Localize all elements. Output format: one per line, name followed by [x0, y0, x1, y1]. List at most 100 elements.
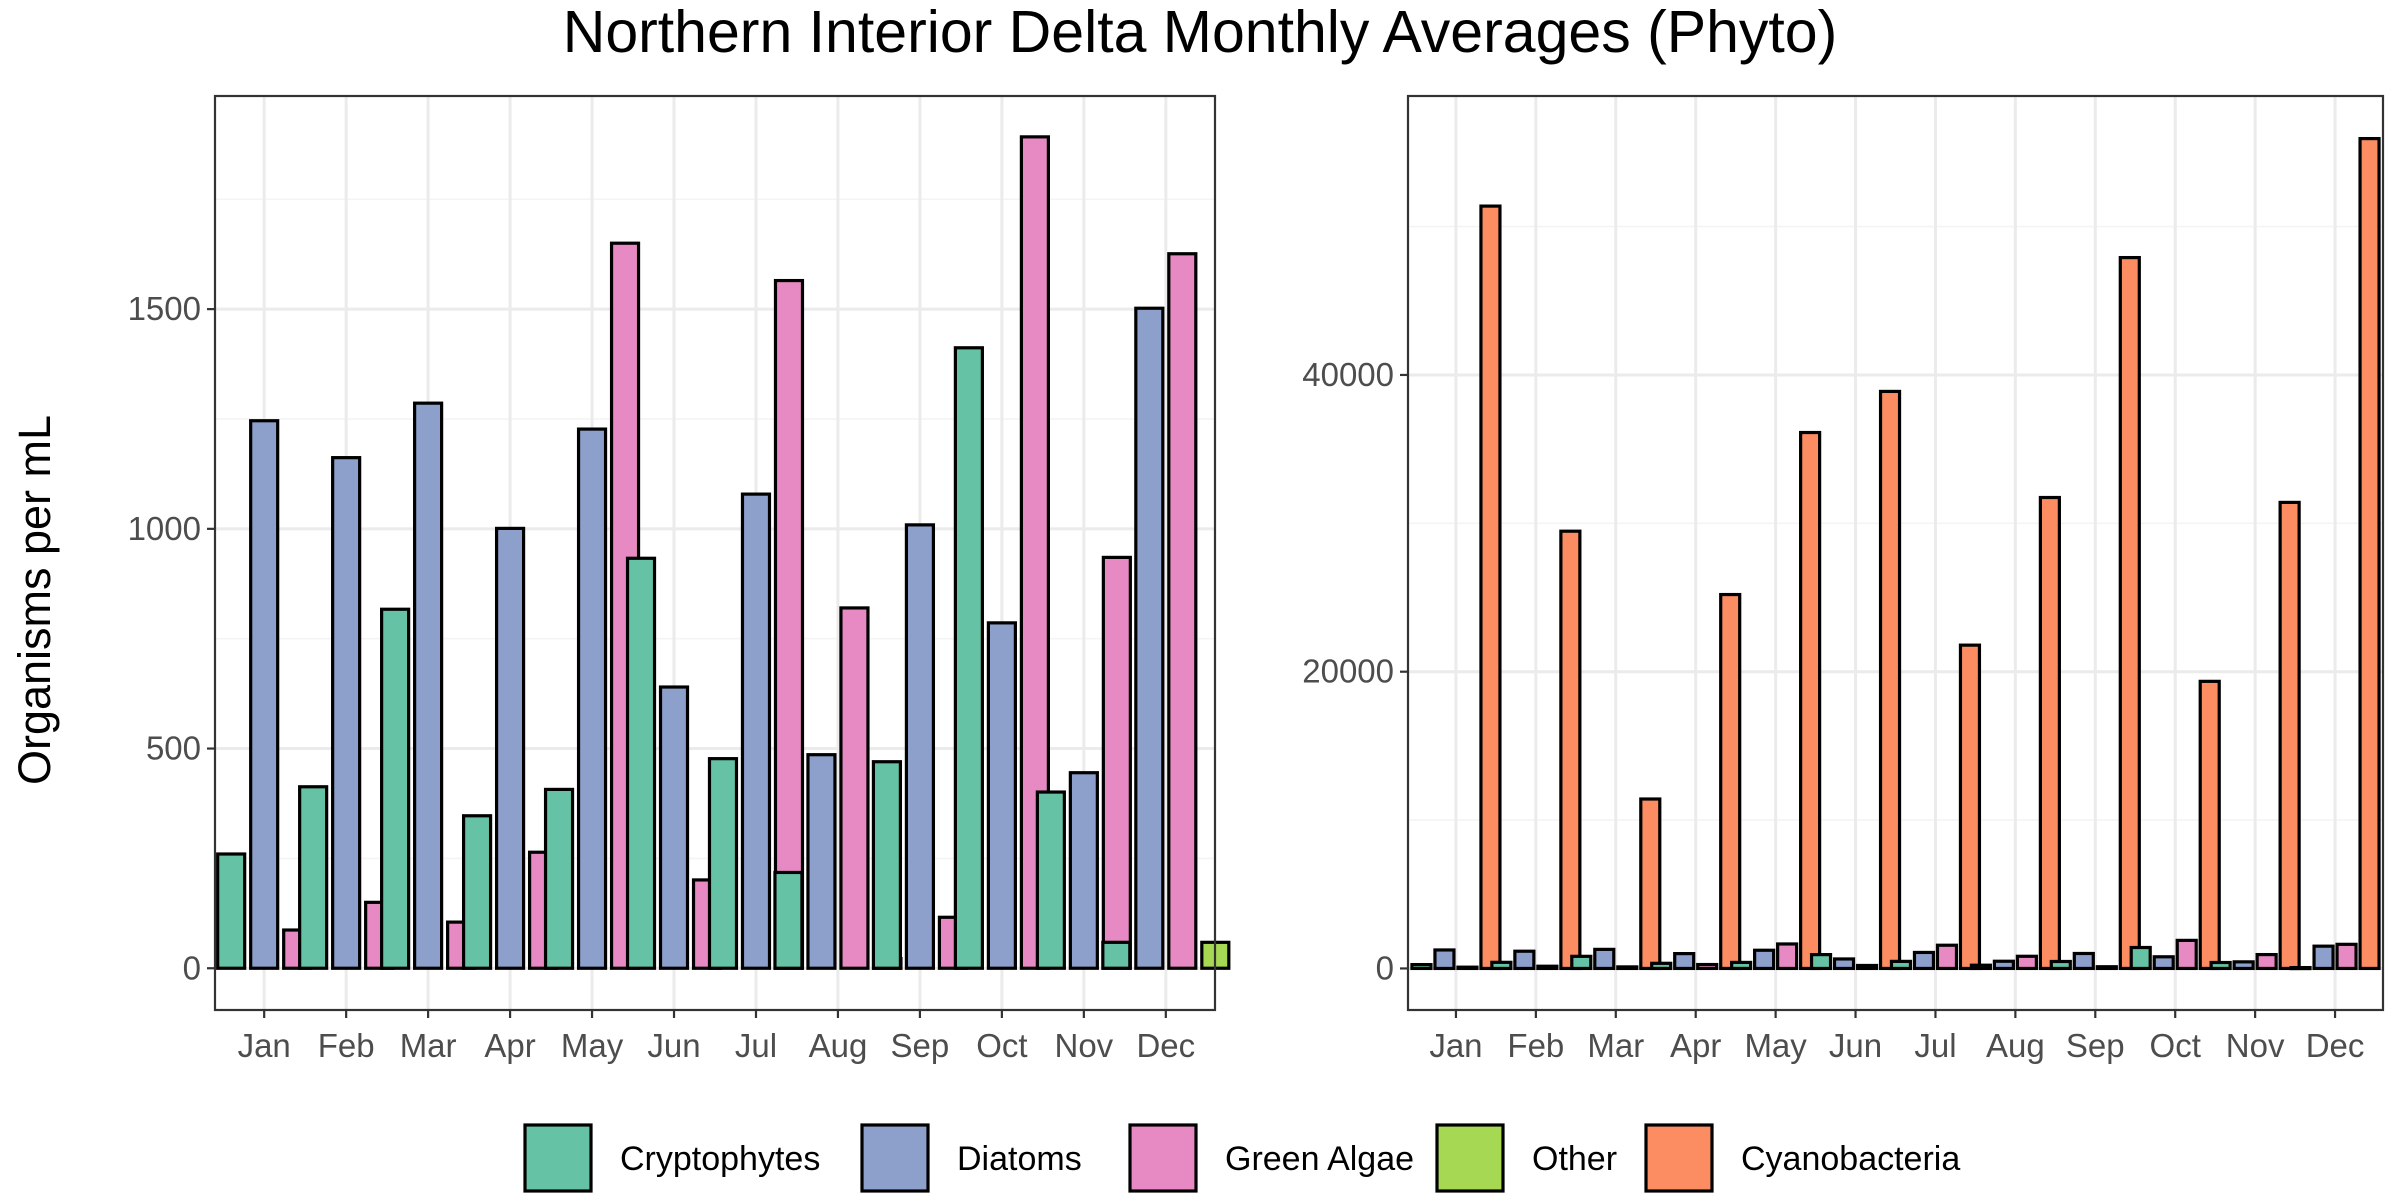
left-x-tick-label-mar: Mar — [400, 1027, 457, 1064]
right-x-tick-label-sep: Sep — [2066, 1027, 2125, 1064]
right-bar-nov-cryptophytes — [2209, 960, 2232, 971]
left-bar-jun-diatoms — [658, 685, 690, 970]
right-bar-mar-cyanobacteria — [1639, 797, 1662, 971]
left-bar-mar-cryptophytes — [380, 607, 411, 970]
left-y-tick-label: 500 — [146, 730, 201, 767]
right-bar-nov-green-algae — [2255, 952, 2278, 971]
right-bar-jun-green-algae — [1855, 963, 1879, 971]
right-x-tick-label-apr: Apr — [1670, 1027, 1721, 1064]
right-bar-jan-cryptophytes — [1410, 962, 1433, 971]
y-axis-label: Organisms per mL — [9, 415, 60, 785]
right-bar-jul-diatoms — [1912, 950, 1936, 971]
left-bar-aug-green-algae — [839, 606, 870, 970]
left-bar-oct-diatoms — [986, 621, 1017, 970]
left-bar-may-diatoms — [576, 427, 608, 970]
left-bar-nov-cryptophytes — [1035, 790, 1066, 970]
right-x-tick-label-nov: Nov — [2226, 1027, 2285, 1064]
left-x-tick-label-apr: Apr — [484, 1027, 535, 1064]
left-x-tick-label-may: May — [561, 1027, 624, 1064]
right-bar-may-cryptophytes — [1730, 960, 1753, 971]
left-y-tick-label: 1000 — [128, 510, 201, 547]
right-bar-aug-cryptophytes — [1969, 963, 1992, 971]
right-bar-nov-diatoms — [2232, 960, 2255, 971]
right-panel-border — [1406, 94, 2385, 1012]
left-bar-may-cryptophytes — [543, 787, 575, 970]
left-bar-jan-diatoms — [249, 419, 280, 970]
left-bar-dec-green-algae — [1167, 252, 1198, 970]
left-bar-mar-diatoms — [413, 401, 444, 970]
legend: Cryptophytes Diatoms Green Algae Other Cyano… — [523, 1123, 1960, 1193]
legend-key-other — [1435, 1123, 1505, 1193]
left-panel-border — [213, 94, 1217, 1012]
legend-label-other: Other — [1532, 1140, 1617, 1178]
left-bar-feb-diatoms — [331, 456, 362, 970]
right-bar-oct-cyanobacteria — [2198, 679, 2221, 971]
left-bar-oct-cryptophytes — [953, 346, 984, 970]
right-bar-sep-cyanobacteria — [2118, 255, 2141, 971]
right-bar-may-green-algae — [1776, 942, 1799, 971]
right-bar-aug-green-algae — [2015, 954, 2038, 971]
left-x-tick-label-dec: Dec — [1136, 1027, 1195, 1064]
left-x-tick-label-nov: Nov — [1055, 1027, 1114, 1064]
right-bar-mar-diatoms — [1593, 947, 1616, 971]
left-bar-dec-cryptophytes — [1101, 940, 1132, 970]
right-bar-apr-diatoms — [1673, 952, 1696, 971]
right-x-tick-label-oct: Oct — [2150, 1027, 2201, 1064]
right-bar-aug-diatoms — [1992, 959, 2015, 971]
left-x-tick-label-jul: Jul — [735, 1027, 777, 1064]
right-x-tick-label-aug: Aug — [1986, 1027, 2045, 1064]
legend-label-cryptophytes: Cryptophytes — [620, 1140, 820, 1178]
right-bar-sep-cryptophytes — [2049, 959, 2072, 971]
left-bar-jul-diatoms — [740, 492, 772, 970]
left-bar-apr-cryptophytes — [461, 814, 493, 970]
left-bar-jan-cryptophytes — [216, 852, 247, 970]
right-bar-jun-cyanobacteria — [1878, 389, 1902, 971]
left-bar-nov-green-algae — [1101, 555, 1132, 970]
left-bar-aug-cryptophytes — [773, 870, 804, 970]
left-x-tick-label-oct: Oct — [976, 1027, 1027, 1064]
right-bar-apr-cyanobacteria — [1719, 592, 1742, 971]
right-bar-may-cyanobacteria — [1799, 430, 1822, 971]
right-y-tick-label: 20000 — [1302, 653, 1394, 690]
right-bar-feb-cyanobacteria — [1559, 529, 1582, 971]
right-bar-dec-green-algae — [2335, 942, 2358, 971]
right-bar-dec-cyanobacteria — [2358, 136, 2381, 971]
right-y-tick-label: 40000 — [1302, 356, 1394, 393]
left-bar-nov-diatoms — [1068, 771, 1099, 970]
left-bar-apr-diatoms — [494, 526, 526, 970]
right-bar-mar-cryptophytes — [1570, 954, 1593, 971]
left-bar-jun-cryptophytes — [625, 556, 657, 970]
left-x-tick-label-feb: Feb — [318, 1027, 375, 1064]
right-bar-sep-green-algae — [2095, 965, 2118, 971]
left-panel: 0 500 1000 1500 Jan Feb Mar Apr May Jun Jul Aug Sep O… — [128, 94, 1231, 1064]
legend-label-green-algae: Green Algae — [1225, 1140, 1414, 1178]
right-bar-jul-cryptophytes — [1889, 959, 1913, 971]
right-bar-feb-green-algae — [1536, 964, 1559, 971]
left-x-tick-label-jun: Jun — [647, 1027, 700, 1064]
legend-key-cryptophytes — [523, 1123, 593, 1193]
right-y-tick-label: 0 — [1376, 949, 1394, 986]
left-bar-jul-cryptophytes — [707, 757, 739, 970]
right-bar-aug-cyanobacteria — [2038, 495, 2061, 971]
left-x-tick-label-sep: Sep — [891, 1027, 950, 1064]
right-bar-may-diatoms — [1753, 948, 1776, 971]
right-bar-sep-diatoms — [2072, 951, 2095, 971]
right-bar-jun-cryptophytes — [1809, 953, 1833, 971]
right-bar-oct-green-algae — [2175, 938, 2198, 971]
right-bar-jul-cyanobacteria — [1958, 643, 1982, 971]
legend-label-cyanobacteria: Cyanobacteria — [1741, 1140, 1960, 1178]
left-y-tick-label: 0 — [183, 949, 201, 986]
right-bar-feb-diatoms — [1513, 949, 1536, 971]
right-x-tick-label-may: May — [1744, 1027, 1807, 1064]
right-bar-nov-cyanobacteria — [2278, 500, 2301, 971]
right-bar-jan-green-algae — [1456, 965, 1479, 971]
right-bar-dec-diatoms — [2312, 944, 2335, 971]
right-x-tick-label-feb: Feb — [1507, 1027, 1564, 1064]
left-bar-sep-cryptophytes — [871, 760, 903, 970]
right-x-tick-label-jul: Jul — [1914, 1027, 1956, 1064]
legend-key-cyanobacteria — [1644, 1123, 1714, 1193]
left-bar-jul-green-algae — [773, 278, 805, 970]
right-bar-dec-cryptophytes — [2289, 965, 2312, 971]
legend-key-green-algae — [1128, 1123, 1198, 1193]
